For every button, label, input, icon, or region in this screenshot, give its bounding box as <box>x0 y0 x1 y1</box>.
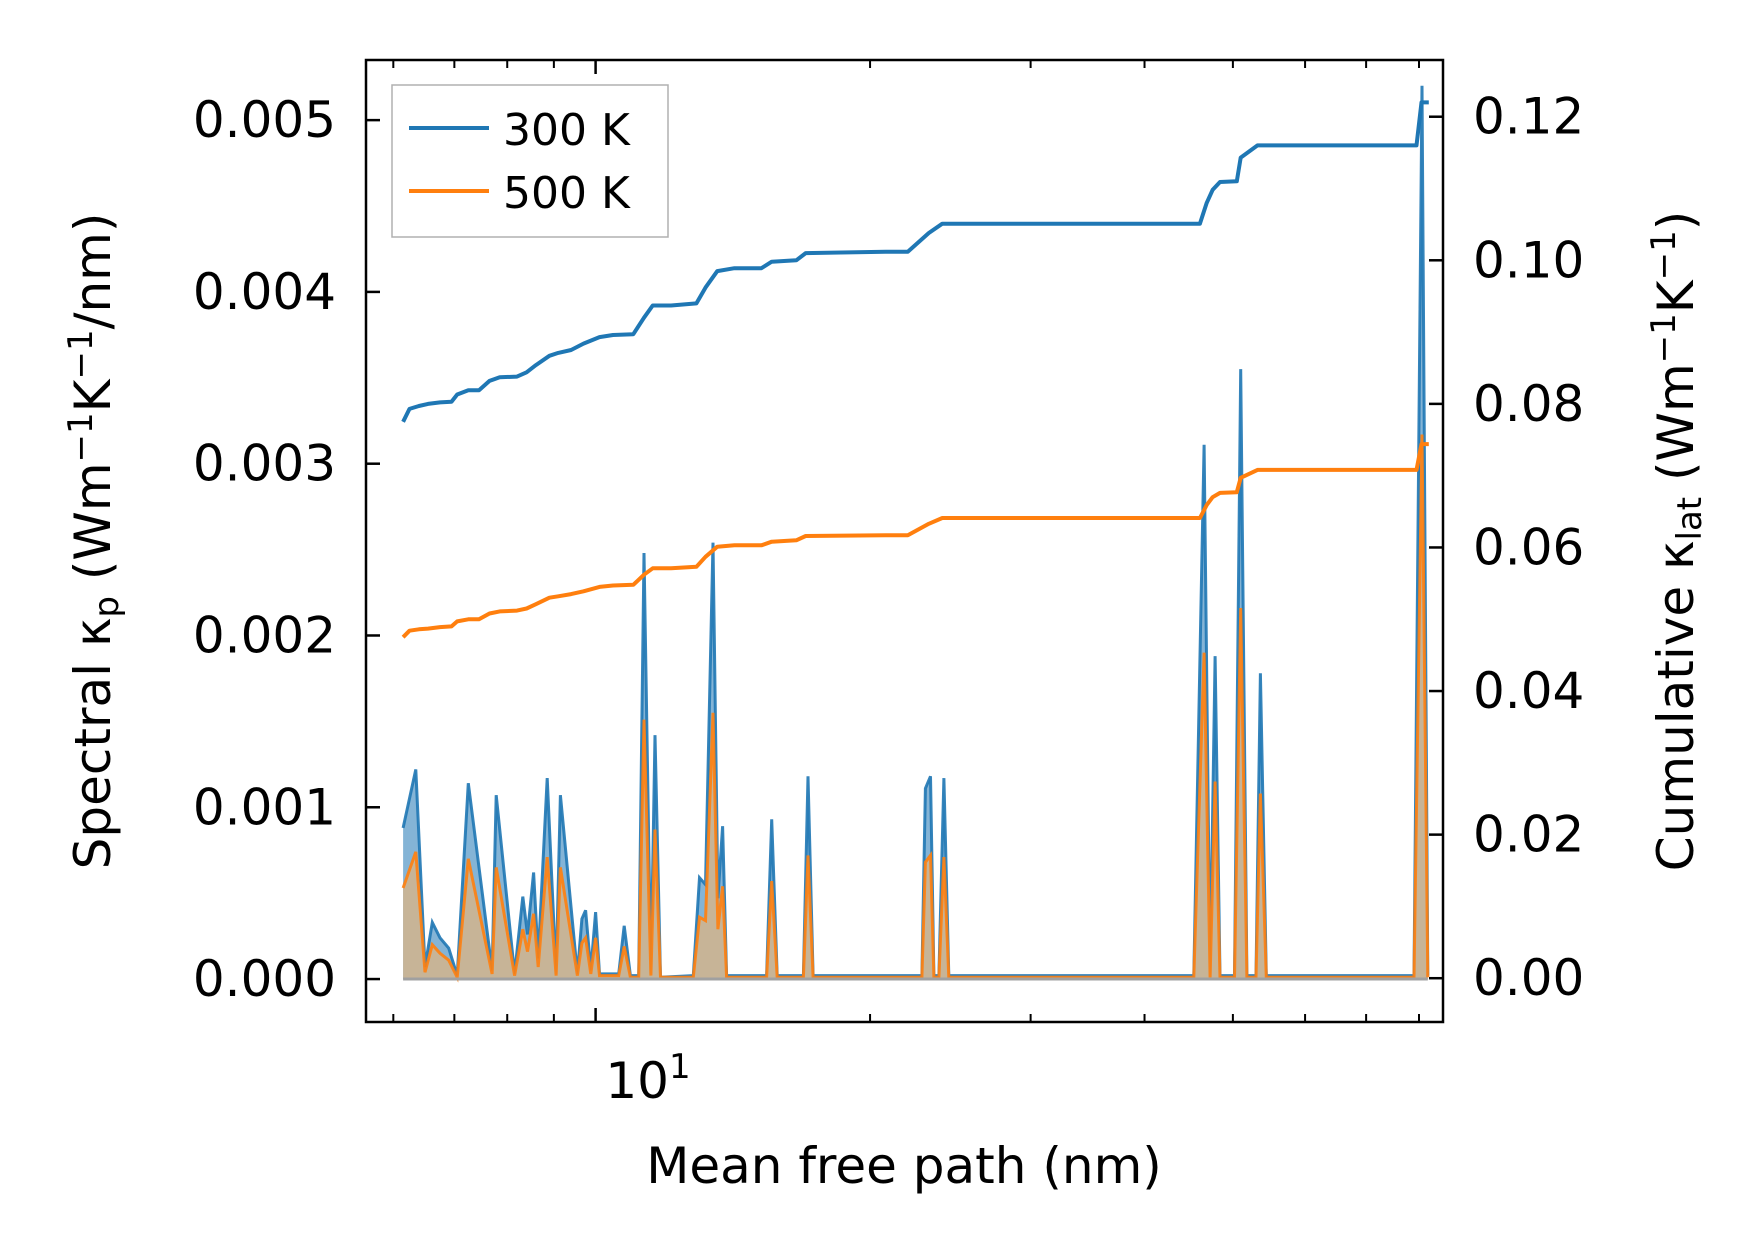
ticks-layer: 0.000 0.001 0.002 0.003 0.004 0.005 0.00 0.02 0.… <box>193 60 1584 1022</box>
right-label-sup2: −1 <box>1644 230 1684 280</box>
left-tick-label-0: 0.000 <box>193 950 336 1008</box>
right-label-sup1: −1 <box>1644 313 1684 363</box>
right-tick-label-6: 0.12 <box>1473 88 1584 146</box>
x-tick-label-10: 101 <box>605 1047 690 1110</box>
plot-area <box>401 85 1430 983</box>
left-tick-label-5: 0.005 <box>193 91 336 149</box>
right-tick-label-4: 0.08 <box>1473 375 1584 433</box>
left-y-axis-label: Spectral κp (Wm−1K−1/nm) <box>61 213 127 870</box>
right-tick-label-3: 0.06 <box>1473 518 1584 576</box>
right-label-mid2: K <box>1647 279 1705 313</box>
left-label-mid1: (Wm <box>64 462 122 596</box>
legend-label-500k: 500 K <box>503 168 631 219</box>
right-tick-label-0: 0.00 <box>1473 949 1584 1007</box>
cumulative-line-500k <box>401 442 1429 639</box>
left-label-sub: p <box>87 596 127 618</box>
legend-label-300k: 300 K <box>503 105 631 156</box>
left-label-sup1: −1 <box>61 412 101 462</box>
left-label-mid2: K <box>64 378 122 412</box>
right-tick-label-1: 0.02 <box>1473 806 1584 864</box>
left-label-sup2: −1 <box>61 329 101 379</box>
left-tick-label-1: 0.001 <box>193 778 336 836</box>
right-tick-label-2: 0.04 <box>1473 662 1584 720</box>
right-label-sub: lat <box>1670 497 1710 541</box>
x-tick-exp: 1 <box>669 1047 691 1087</box>
right-label-post: ) <box>1647 211 1705 231</box>
legend-box <box>391 84 669 238</box>
right-y-axis-label: Cumulative κlat (Wm−1K−1) <box>1644 211 1710 871</box>
left-label-pre: Spectral κ <box>64 618 122 870</box>
right-label-mid1: (Wm <box>1647 363 1705 497</box>
left-tick-label-2: 0.002 <box>193 606 336 664</box>
spectral-layer <box>401 85 1430 983</box>
right-tick-label-5: 0.10 <box>1473 231 1584 289</box>
x-axis-label: Mean free path (nm) <box>646 1137 1162 1195</box>
right-label-pre: Cumulative κ <box>1647 540 1705 871</box>
cumulative-line-300k <box>401 100 1429 423</box>
left-tick-label-4: 0.004 <box>193 263 336 321</box>
legend: 300 K 500 K <box>391 84 669 238</box>
cumulative-layer <box>401 100 1429 639</box>
x-tick-base: 10 <box>605 1052 669 1110</box>
left-label-post: /nm) <box>64 213 122 330</box>
spectral-line-1 <box>401 434 1430 983</box>
plot-frame <box>364 58 1445 1024</box>
left-tick-label-3: 0.003 <box>193 435 336 493</box>
